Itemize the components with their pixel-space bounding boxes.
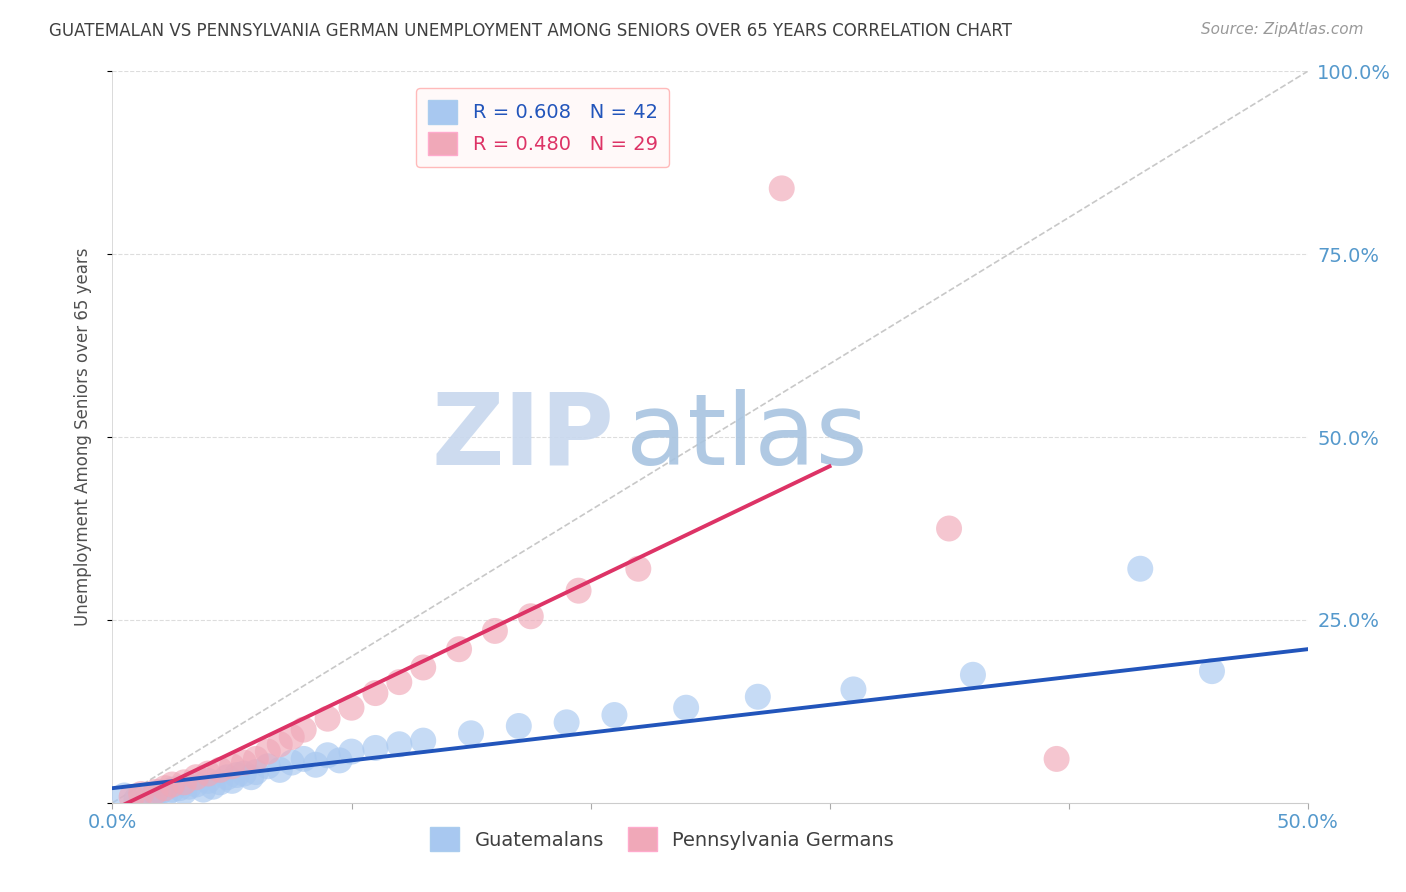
Point [627, 562, 650, 576]
Point [233, 766, 256, 780]
Point [193, 782, 215, 797]
Point [340, 700, 363, 714]
Point [129, 787, 152, 801]
Point [1201, 664, 1223, 678]
Point [257, 745, 280, 759]
Point [388, 675, 411, 690]
Point [209, 763, 232, 777]
Point [484, 624, 506, 638]
Point [770, 181, 793, 195]
Y-axis label: Unemployment Among Seniors over 65 years: Unemployment Among Seniors over 65 years [73, 248, 91, 626]
Point [281, 730, 304, 744]
Point [257, 759, 280, 773]
Point [221, 759, 243, 773]
Point [114, 789, 135, 803]
Point [201, 780, 224, 794]
Point [412, 660, 434, 674]
Point [153, 789, 176, 803]
Point [508, 719, 530, 733]
Point [316, 748, 339, 763]
Point [842, 682, 865, 697]
Point [145, 785, 167, 799]
Point [233, 756, 256, 770]
Point [149, 785, 172, 799]
Point [447, 642, 470, 657]
Point [138, 789, 160, 804]
Point [197, 773, 219, 788]
Point [186, 778, 208, 792]
Point [292, 723, 315, 737]
Point [388, 737, 411, 751]
Point [245, 765, 267, 780]
Point [364, 740, 387, 755]
Point [245, 752, 267, 766]
Point [675, 700, 697, 714]
Point [173, 785, 195, 799]
Point [555, 715, 578, 730]
Point [747, 690, 769, 704]
Point [568, 583, 591, 598]
Text: GUATEMALAN VS PENNSYLVANIA GERMAN UNEMPLOYMENT AMONG SENIORS OVER 65 YEARS CORRE: GUATEMALAN VS PENNSYLVANIA GERMAN UNEMPL… [49, 22, 1012, 40]
Point [1129, 562, 1152, 576]
Point [938, 521, 960, 535]
Text: Source: ZipAtlas.com: Source: ZipAtlas.com [1201, 22, 1364, 37]
Text: ZIP: ZIP [432, 389, 614, 485]
Point [173, 775, 195, 789]
Point [460, 726, 482, 740]
Point [292, 752, 315, 766]
Point [125, 792, 148, 806]
Text: atlas: atlas [627, 389, 868, 485]
Point [169, 781, 191, 796]
Point [603, 708, 626, 723]
Point [197, 766, 219, 780]
Point [162, 778, 183, 792]
Point [269, 737, 291, 751]
Point [340, 745, 363, 759]
Point [162, 782, 183, 797]
Point [962, 667, 984, 681]
Point [240, 770, 263, 784]
Point [121, 789, 143, 804]
Point [281, 756, 304, 770]
Point [153, 781, 176, 796]
Legend: Guatemalans, Pennsylvania Germans: Guatemalans, Pennsylvania Germans [422, 820, 903, 859]
Point [177, 780, 200, 794]
Point [520, 609, 543, 624]
Point [145, 787, 167, 801]
Point [209, 775, 232, 789]
Point [225, 768, 247, 782]
Point [329, 753, 352, 767]
Point [412, 733, 434, 747]
Point [269, 763, 291, 777]
Point [305, 757, 328, 772]
Point [217, 770, 239, 784]
Point [1046, 752, 1069, 766]
Point [221, 773, 243, 788]
Point [364, 686, 387, 700]
Point [316, 712, 339, 726]
Point [186, 770, 208, 784]
